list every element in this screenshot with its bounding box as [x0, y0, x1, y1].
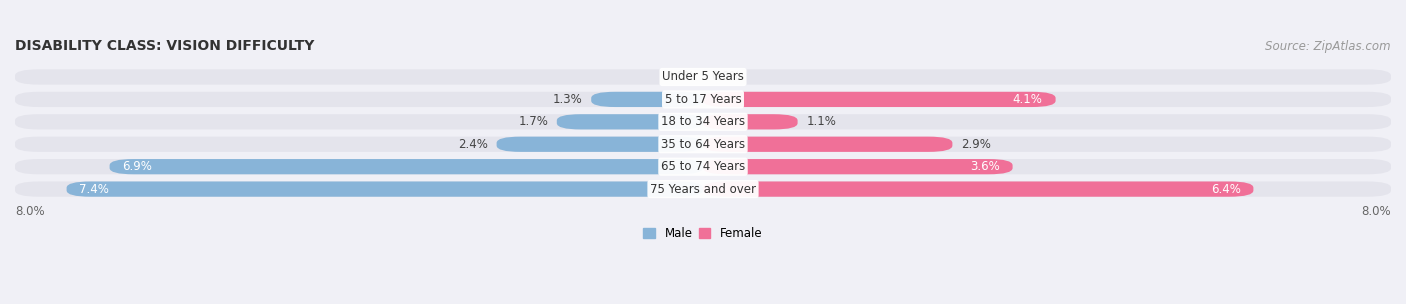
Text: 8.0%: 8.0%: [1361, 205, 1391, 218]
Text: 7.4%: 7.4%: [80, 183, 110, 195]
Text: 6.9%: 6.9%: [122, 160, 152, 173]
Text: 35 to 64 Years: 35 to 64 Years: [661, 138, 745, 151]
FancyBboxPatch shape: [591, 92, 703, 107]
FancyBboxPatch shape: [15, 136, 1391, 152]
FancyBboxPatch shape: [703, 181, 1253, 197]
FancyBboxPatch shape: [703, 159, 1012, 174]
FancyBboxPatch shape: [66, 181, 703, 197]
FancyBboxPatch shape: [15, 92, 1391, 107]
FancyBboxPatch shape: [703, 136, 952, 152]
Text: 1.1%: 1.1%: [806, 115, 837, 128]
Text: 6.4%: 6.4%: [1211, 183, 1240, 195]
Text: 3.6%: 3.6%: [970, 160, 1000, 173]
Text: DISABILITY CLASS: VISION DIFFICULTY: DISABILITY CLASS: VISION DIFFICULTY: [15, 39, 315, 53]
Text: Source: ZipAtlas.com: Source: ZipAtlas.com: [1265, 40, 1391, 53]
Text: 75 Years and over: 75 Years and over: [650, 183, 756, 195]
Text: 0.0%: 0.0%: [665, 71, 695, 84]
Text: 1.3%: 1.3%: [553, 93, 582, 106]
FancyBboxPatch shape: [496, 136, 703, 152]
Legend: Male, Female: Male, Female: [638, 222, 768, 245]
FancyBboxPatch shape: [703, 114, 797, 130]
FancyBboxPatch shape: [703, 92, 1056, 107]
FancyBboxPatch shape: [15, 159, 1391, 174]
Text: 65 to 74 Years: 65 to 74 Years: [661, 160, 745, 173]
Text: 5 to 17 Years: 5 to 17 Years: [665, 93, 741, 106]
Text: 18 to 34 Years: 18 to 34 Years: [661, 115, 745, 128]
Text: 2.9%: 2.9%: [960, 138, 991, 151]
Text: 0.0%: 0.0%: [711, 71, 741, 84]
FancyBboxPatch shape: [15, 114, 1391, 130]
Text: Under 5 Years: Under 5 Years: [662, 71, 744, 84]
Text: 8.0%: 8.0%: [15, 205, 45, 218]
FancyBboxPatch shape: [15, 69, 1391, 85]
FancyBboxPatch shape: [557, 114, 703, 130]
FancyBboxPatch shape: [15, 181, 1391, 197]
Text: 2.4%: 2.4%: [458, 138, 488, 151]
Text: 1.7%: 1.7%: [519, 115, 548, 128]
Text: 4.1%: 4.1%: [1012, 93, 1043, 106]
FancyBboxPatch shape: [110, 159, 703, 174]
